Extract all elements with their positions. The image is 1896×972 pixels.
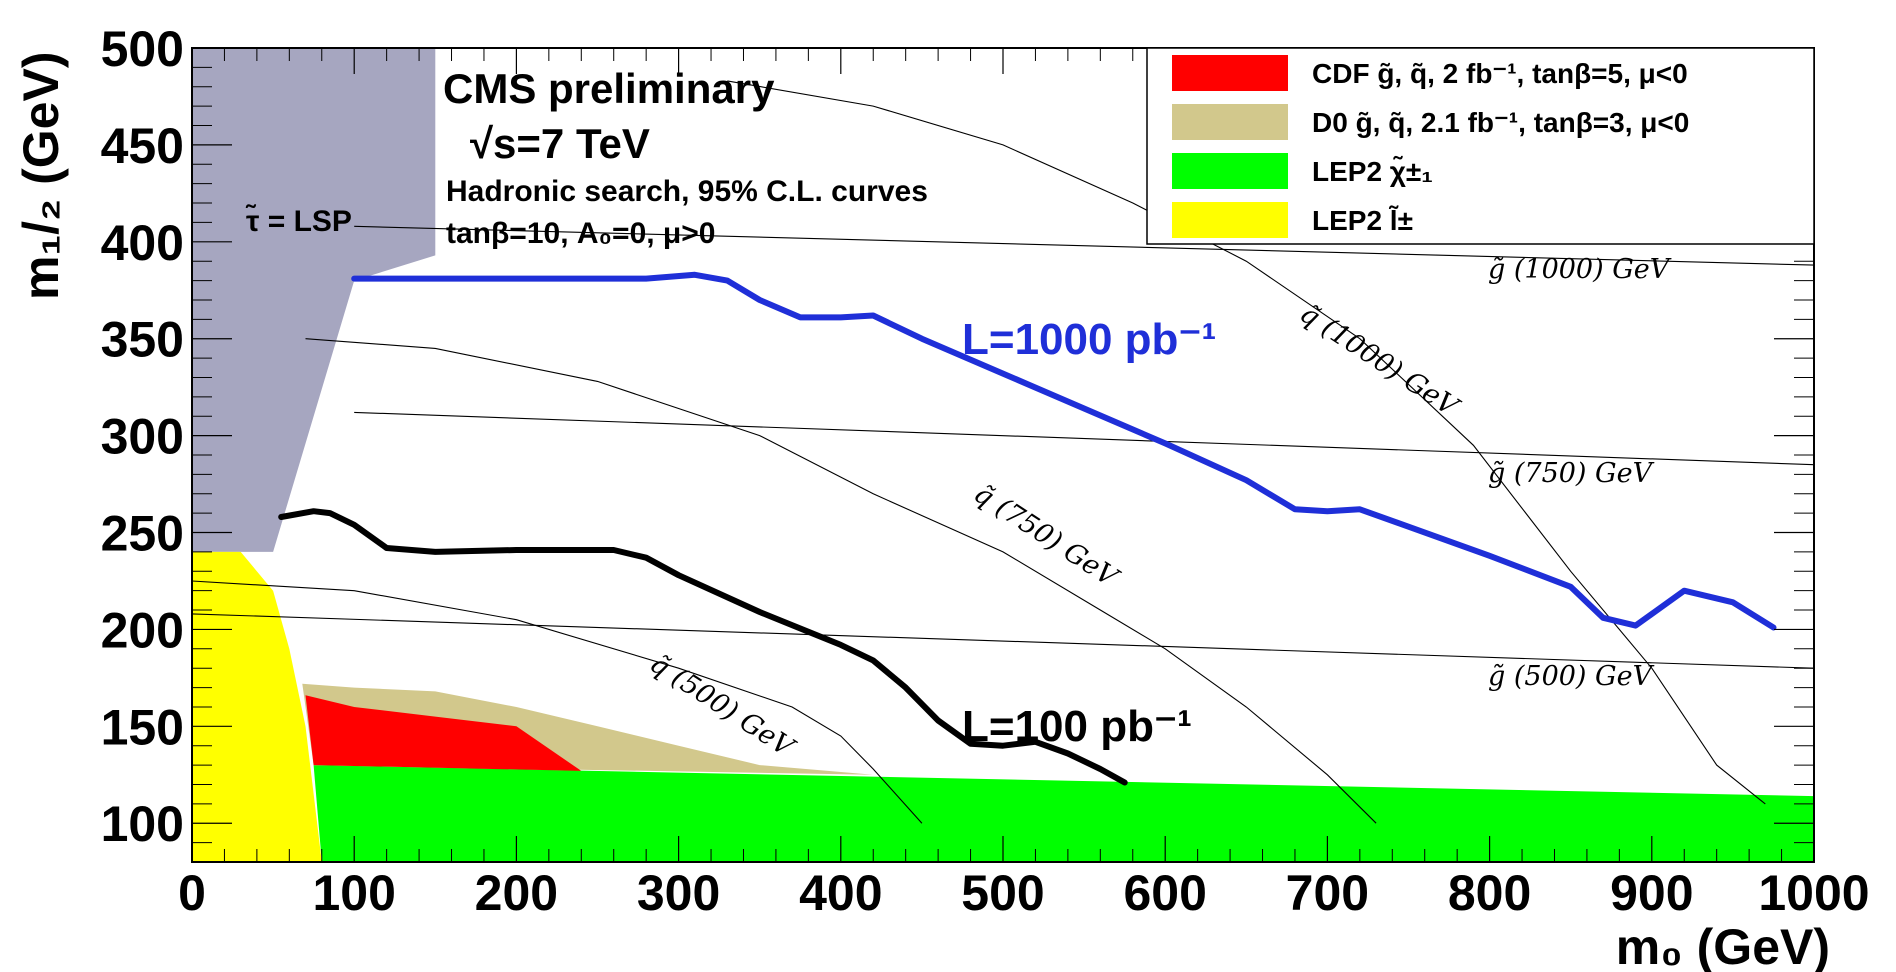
y-tick-label-7: 450	[101, 118, 184, 174]
region-lep2-chargino	[313, 765, 1815, 862]
x-tick-label-1: 100	[312, 865, 395, 921]
x-tick-label-9: 900	[1610, 865, 1693, 921]
contour-2	[191, 613, 1815, 669]
y-tick-label-4: 300	[101, 409, 184, 465]
x-tick-label-4: 400	[799, 865, 882, 921]
series-line-1	[278, 508, 1128, 786]
legend-entry-cdf: CDF g̃, q̃, 2 fb⁻¹, tanβ=5, μ<0	[1312, 58, 1688, 89]
contour-label-gluino-500: g̃ (500) GeV	[1488, 661, 1655, 692]
excluded-regions	[192, 48, 1815, 862]
y-tick-label-2: 200	[101, 602, 184, 658]
y-tick-label-8: 500	[101, 21, 184, 77]
y-tick-label-3: 250	[101, 506, 184, 562]
curve-label-100pb: L=100 pb⁻¹	[962, 702, 1192, 751]
legend-swatch-lep2-slepton	[1172, 202, 1288, 238]
x-tick-label-8: 800	[1448, 865, 1531, 921]
y-tick-label-6: 400	[101, 215, 184, 271]
experiment-label: CMS preliminary	[443, 65, 775, 112]
contour-label-squark-1000: q̃ (1000) GeV	[1294, 298, 1465, 424]
energy-label: √s=7 TeV	[470, 120, 650, 167]
contour-label-squark-750: q̃ (750) GeV	[968, 478, 1125, 595]
legend: CDF g̃, q̃, 2 fb⁻¹, tanβ=5, μ<0 D0 g̃, q…	[1146, 47, 1815, 245]
series-line-0	[351, 271, 1777, 631]
x-tick-label-2: 200	[475, 865, 558, 921]
x-tick-label-6: 600	[1123, 865, 1206, 921]
contour-1	[354, 411, 1815, 466]
legend-swatch-d0	[1172, 104, 1288, 140]
params-label: tanβ=10, A₀=0, μ>0	[446, 217, 716, 250]
legend-entry-lep2-slepton: LEP2 l̃±	[1312, 205, 1413, 236]
stau-lsp-label: τ̃ = LSP	[245, 204, 352, 238]
legend-entry-lep2-chargino: LEP2 χ̃±₁	[1312, 156, 1433, 187]
search-label: Hadronic search, 95% C.L. curves	[446, 175, 928, 208]
x-tick-label-7: 700	[1286, 865, 1369, 921]
x-tick-label-0: 0	[178, 865, 206, 921]
curve-label-1000pb: L=1000 pb⁻¹	[962, 315, 1216, 364]
contour-5	[191, 580, 923, 824]
mass-contours	[191, 80, 1815, 824]
y-tick-label-5: 350	[101, 312, 184, 368]
x-axis-title: m₀ (GeV)	[1616, 919, 1830, 972]
contour-4	[305, 338, 1377, 824]
contour-label-gluino-1000: g̃ (1000) GeV	[1488, 254, 1672, 285]
x-tick-label-10: 1000	[1758, 865, 1869, 921]
region-stau-lsp	[192, 48, 436, 552]
contour-label-gluino-750: g̃ (750) GeV	[1488, 458, 1655, 489]
y-tick-label-1: 150	[101, 699, 184, 755]
legend-entry-d0: D0 g̃, q̃, 2.1 fb⁻¹, tanβ=3, μ<0	[1312, 107, 1689, 138]
contour-0	[354, 225, 1815, 266]
legend-swatch-cdf	[1172, 55, 1288, 91]
x-tick-label-3: 300	[637, 865, 720, 921]
reach-curves	[278, 271, 1777, 786]
axis-ticks: 0 100 200 300 400 500 600 700 800 900 1000 100 150 20…	[101, 21, 1870, 921]
region-cdf	[305, 695, 582, 771]
x-tick-label-5: 500	[961, 865, 1044, 921]
y-tick-label-0: 100	[101, 796, 184, 852]
contour-3	[727, 80, 1766, 805]
legend-swatch-lep2-chargino	[1172, 153, 1288, 189]
y-axis-title: m₁/₂ (GeV)	[13, 52, 69, 301]
